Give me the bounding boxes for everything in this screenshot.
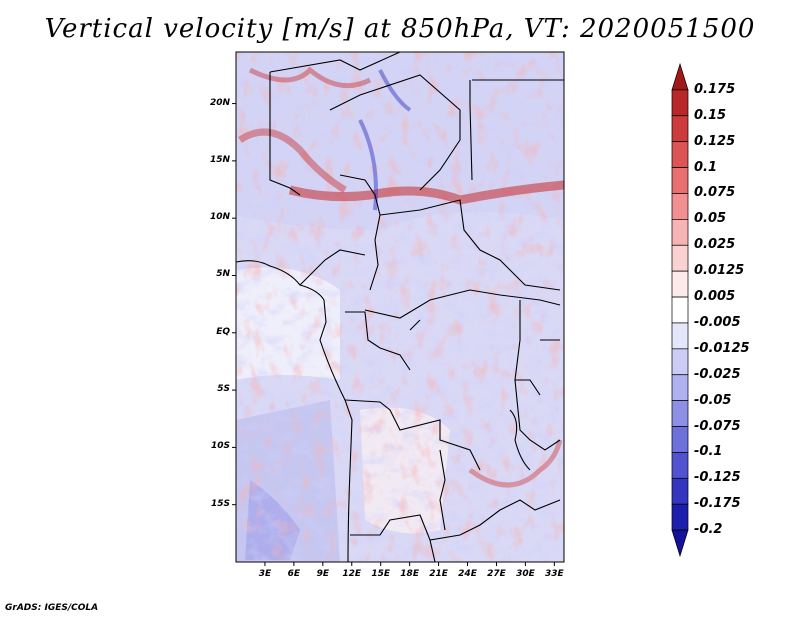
velocity-field: [236, 52, 564, 562]
colorbar-tick-label: 0.15: [694, 107, 727, 123]
colorbar-swatch: [671, 244, 689, 272]
colorbar-swatch: [671, 452, 689, 479]
lon-label: 18E: [400, 569, 419, 579]
lat-label: 15N: [209, 154, 230, 165]
colorbar-swatch: [671, 219, 689, 246]
country-borders: [236, 52, 564, 562]
colorbar-tick-label: -0.05: [694, 392, 732, 408]
colorbar-tick-label: -0.125: [694, 470, 741, 486]
colorbar-swatch: [671, 426, 689, 453]
colorbar-swatch: [671, 296, 689, 324]
lat-label: 15S: [210, 498, 230, 509]
colorbar-tick-label: 0.005: [694, 289, 736, 305]
lat-label: 10N: [209, 212, 230, 223]
colorbar-swatch: [671, 62, 689, 91]
lon-label: 21E: [429, 569, 448, 579]
colorbar-tick-label: 0.175: [694, 81, 736, 97]
map-frame: [235, 51, 565, 563]
colorbar-swatch: [671, 529, 689, 558]
colorbar-swatch: [671, 322, 689, 350]
lat-label: 20N: [209, 97, 230, 108]
colorbar-tick-label: 0.0125: [694, 263, 745, 279]
colorbar-tick-label: -0.0125: [694, 340, 750, 356]
colorbar-tick-label: -0.075: [694, 418, 741, 434]
colorbar-tick-label: 0.025: [694, 237, 736, 253]
lon-label: 6E: [287, 569, 301, 579]
colorbar-tick-label: -0.2: [694, 522, 723, 538]
colorbar-tick-label: 0.1: [694, 159, 718, 175]
colorbar-swatch: [671, 141, 689, 168]
colorbar-tick-label: -0.175: [694, 496, 741, 512]
lon-label: 12E: [342, 569, 362, 579]
lon-label: 30E: [516, 569, 535, 579]
colorbar-tick-label: 0.075: [694, 185, 736, 201]
colorbar-swatch: [671, 193, 689, 220]
colorbar-swatch: [671, 503, 689, 531]
lon-label: 27E: [487, 569, 506, 579]
colorbar-swatch: [671, 115, 689, 143]
colorbar-swatch: [671, 167, 689, 194]
colorbar-swatch: [671, 477, 689, 505]
colorbar-tick-label: -0.005: [694, 314, 741, 330]
colorbar-swatch: [671, 400, 689, 427]
colorbar-tick-label: 0.05: [694, 211, 727, 227]
lon-label: 9E: [316, 569, 330, 579]
lon-label: 24E: [458, 569, 477, 579]
colorbar-swatch: [671, 374, 689, 401]
colorbar: [671, 62, 689, 558]
grads-credit: GrADS: IGES/COLA: [5, 603, 99, 613]
colorbar-tick-label: -0.025: [694, 366, 741, 382]
lat-label: EQ: [216, 326, 230, 337]
lon-label: 33E: [545, 569, 564, 579]
colorbar-swatch: [671, 348, 689, 376]
lat-label: 5S: [217, 384, 230, 395]
lat-label: 5N: [216, 269, 230, 280]
chart-title: Vertical velocity [m/s] at 850hPa, VT: 2…: [44, 14, 756, 44]
colorbar-tick-label: -0.1: [694, 444, 723, 460]
colorbar-tick-label: 0.125: [694, 133, 736, 149]
colorbar-swatch: [671, 89, 689, 117]
lon-label: 3E: [258, 569, 272, 579]
lon-label: 15E: [371, 569, 391, 579]
lat-label: 10S: [210, 441, 230, 452]
colorbar-swatch: [671, 270, 689, 298]
